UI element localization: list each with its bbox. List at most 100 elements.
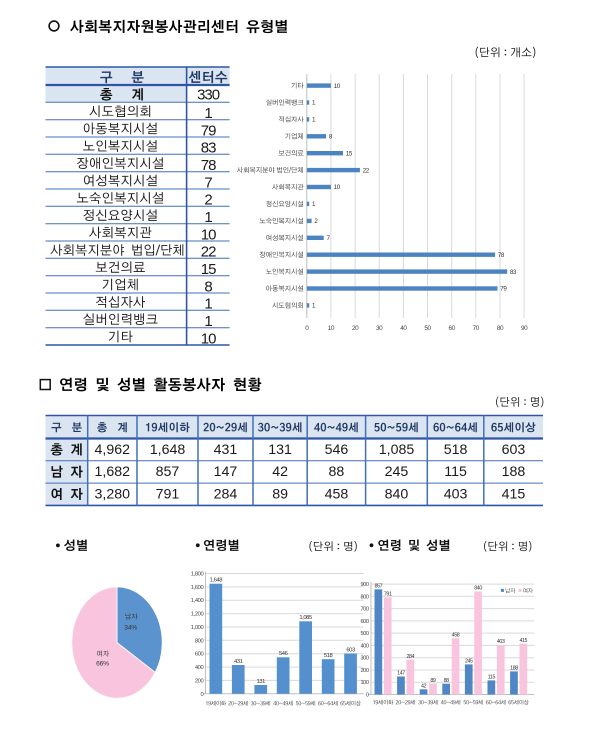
svg-text:42: 42	[421, 684, 427, 690]
svg-text:0: 0	[366, 693, 369, 699]
svg-text:1: 1	[204, 209, 212, 226]
svg-text:8: 8	[204, 278, 212, 295]
svg-text:2: 2	[204, 192, 212, 209]
svg-text:50: 50	[424, 325, 431, 332]
svg-text:415: 415	[519, 638, 527, 644]
svg-text:88: 88	[329, 464, 345, 480]
svg-text:840: 840	[474, 586, 482, 592]
svg-text:10: 10	[201, 226, 216, 243]
svg-text:1,000: 1,000	[191, 625, 204, 631]
svg-text:330: 330	[197, 87, 220, 104]
svg-text:83: 83	[510, 269, 517, 276]
svg-text:1: 1	[204, 296, 212, 313]
svg-text:458: 458	[325, 487, 349, 503]
svg-text:188: 188	[502, 464, 526, 480]
svg-text:15: 15	[346, 150, 353, 157]
svg-text:1: 1	[312, 303, 316, 310]
svg-text:60: 60	[449, 325, 456, 332]
svg-text:1: 1	[312, 201, 316, 208]
svg-text:30: 30	[376, 325, 383, 332]
svg-text:518: 518	[324, 653, 333, 659]
svg-text:1: 1	[312, 100, 316, 107]
svg-text:66%: 66%	[96, 660, 109, 667]
svg-text:600: 600	[360, 619, 368, 625]
svg-text:10: 10	[328, 325, 335, 332]
svg-text:34%: 34%	[124, 624, 137, 631]
svg-text:147: 147	[397, 671, 405, 677]
svg-text:431: 431	[234, 659, 243, 665]
svg-text:2: 2	[314, 218, 318, 225]
svg-text:700: 700	[360, 607, 368, 613]
svg-text:1,682: 1,682	[95, 464, 131, 480]
svg-text:90: 90	[521, 325, 528, 332]
svg-text:1: 1	[312, 117, 316, 124]
svg-text:115: 115	[444, 464, 467, 480]
svg-text:900: 900	[360, 582, 368, 588]
svg-text:10: 10	[201, 330, 216, 347]
svg-text:131: 131	[268, 442, 292, 458]
svg-text:70: 70	[473, 325, 480, 332]
svg-text:403: 403	[497, 639, 505, 645]
svg-text:458: 458	[452, 633, 460, 639]
svg-text:857: 857	[156, 464, 180, 480]
svg-text:284: 284	[406, 654, 414, 660]
svg-text:115: 115	[488, 675, 496, 681]
svg-text:78: 78	[498, 252, 505, 259]
svg-text:88: 88	[444, 678, 450, 684]
svg-text:200: 200	[360, 668, 368, 674]
svg-text:22: 22	[201, 244, 216, 261]
svg-text:245: 245	[465, 659, 473, 665]
svg-text:0: 0	[200, 692, 203, 698]
svg-text:42: 42	[272, 464, 288, 480]
svg-text:89: 89	[430, 678, 436, 684]
svg-text:22: 22	[363, 167, 370, 174]
svg-text:7: 7	[327, 235, 331, 242]
svg-text:1,400: 1,400	[191, 598, 204, 604]
svg-text:100: 100	[360, 680, 368, 686]
svg-text:791: 791	[384, 592, 392, 598]
svg-text:79: 79	[201, 122, 216, 139]
svg-text:79: 79	[500, 286, 507, 293]
svg-text:431: 431	[214, 442, 238, 458]
svg-text:40: 40	[400, 325, 407, 332]
svg-text:800: 800	[360, 594, 368, 600]
svg-text:400: 400	[360, 643, 368, 649]
svg-text:245: 245	[385, 464, 409, 480]
svg-text:415: 415	[502, 487, 526, 503]
svg-text:0: 0	[305, 325, 309, 332]
svg-text:7: 7	[204, 174, 212, 191]
svg-text:200: 200	[195, 678, 204, 684]
svg-text:1,600: 1,600	[191, 585, 204, 591]
svg-text:147: 147	[214, 464, 238, 480]
svg-text:15: 15	[201, 261, 216, 278]
svg-text:800: 800	[195, 638, 204, 644]
svg-text:546: 546	[325, 442, 349, 458]
svg-text:10: 10	[334, 83, 341, 90]
svg-text:3,280: 3,280	[95, 487, 131, 503]
svg-text:1,800: 1,800	[191, 572, 204, 578]
svg-text:131: 131	[256, 679, 265, 685]
svg-text:80: 80	[497, 325, 504, 332]
svg-text:4,962: 4,962	[95, 442, 131, 458]
svg-text:400: 400	[195, 665, 204, 671]
svg-text:546: 546	[279, 651, 288, 657]
svg-text:284: 284	[214, 487, 238, 503]
svg-text:300: 300	[360, 656, 368, 662]
svg-text:518: 518	[444, 442, 468, 458]
svg-text:20: 20	[352, 325, 359, 332]
svg-text:600: 600	[195, 652, 204, 658]
svg-text:1: 1	[204, 313, 212, 330]
svg-text:603: 603	[502, 442, 526, 458]
svg-text:89: 89	[272, 487, 288, 503]
svg-text:10: 10	[334, 184, 341, 191]
svg-text:1,085: 1,085	[299, 615, 312, 621]
svg-text:1,200: 1,200	[191, 612, 204, 618]
svg-text:1,648: 1,648	[150, 442, 186, 458]
svg-text:403: 403	[444, 487, 468, 503]
svg-text:1,648: 1,648	[210, 578, 223, 584]
svg-text:1,085: 1,085	[379, 442, 415, 458]
svg-text:603: 603	[346, 647, 355, 653]
svg-text:840: 840	[385, 487, 409, 503]
svg-text:500: 500	[360, 631, 368, 637]
svg-text:8: 8	[329, 134, 333, 141]
